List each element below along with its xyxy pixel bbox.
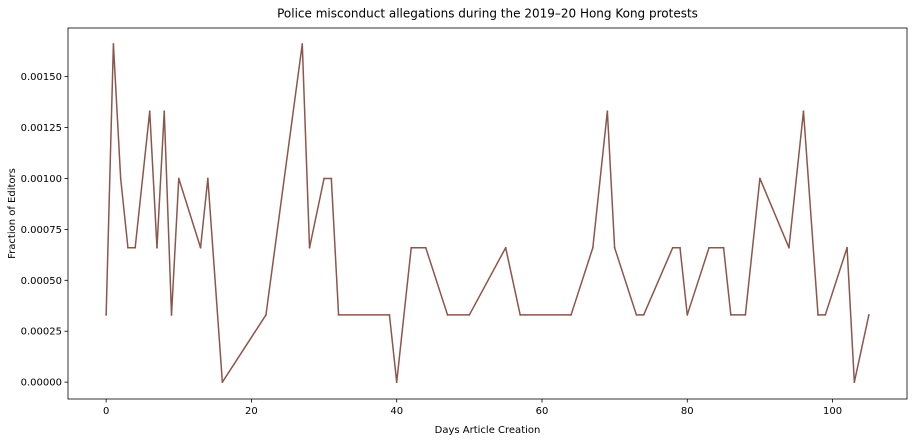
data-point — [323, 177, 325, 180]
data-point — [410, 246, 413, 249]
chart-title: Police misconduct allegations during the… — [277, 7, 698, 21]
data-point — [671, 246, 674, 249]
data-point — [170, 314, 173, 316]
data-point — [206, 177, 209, 180]
data-point — [504, 246, 507, 249]
data-point — [519, 314, 522, 316]
y-tick-label: 0.00000 — [21, 378, 62, 389]
data-point — [679, 246, 681, 249]
data-point — [802, 110, 805, 113]
data-point — [105, 314, 108, 316]
y-tick-label: 0.00025 — [21, 327, 62, 338]
axes-frame — [67, 27, 908, 400]
x-tick-label: 60 — [536, 406, 549, 417]
y-tick-label: 0.00050 — [21, 276, 62, 287]
data-point — [446, 314, 449, 316]
data-point — [570, 314, 572, 316]
x-axis-label: Days Article Creation — [435, 425, 541, 436]
data-point — [308, 246, 311, 249]
data-point — [824, 314, 827, 316]
data-point — [221, 381, 224, 384]
data-point — [606, 110, 609, 113]
data-point — [395, 381, 398, 384]
x-tick-label: 40 — [390, 406, 403, 417]
y-tick-label: 0.00150 — [21, 72, 62, 83]
data-point — [759, 177, 761, 180]
data-point — [729, 314, 732, 316]
x-axis-ticks: 0 20 40 60 80 100 — [103, 399, 842, 417]
data-point — [788, 246, 790, 249]
data-point — [817, 314, 819, 316]
data-point — [148, 110, 151, 113]
data-point — [686, 314, 689, 316]
data-point — [591, 246, 594, 249]
data-point — [853, 381, 856, 384]
data-point — [156, 246, 158, 249]
x-tick-label: 80 — [681, 406, 694, 417]
y-tick-label: 0.00100 — [21, 174, 62, 185]
data-point — [388, 314, 391, 316]
x-tick-label: 20 — [245, 406, 258, 417]
data-point — [708, 246, 710, 249]
data-point — [424, 246, 427, 249]
x-tick-label: 0 — [103, 406, 109, 417]
data-point — [177, 177, 180, 180]
data-point — [867, 314, 870, 316]
data-point — [163, 110, 166, 113]
data-point — [199, 246, 202, 249]
data-point — [468, 314, 471, 316]
data-point — [265, 314, 267, 316]
data-point — [119, 177, 122, 180]
y-tick-label: 0.00075 — [21, 225, 62, 236]
data-point — [642, 314, 645, 316]
series-line — [105, 43, 870, 383]
data-point — [337, 314, 340, 316]
data-point — [635, 314, 638, 316]
data-point — [744, 314, 747, 316]
data-point — [134, 246, 137, 249]
data-point — [330, 177, 333, 180]
y-tick-label: 0.00125 — [21, 123, 62, 134]
data-point — [846, 246, 848, 249]
plot-area — [105, 43, 870, 384]
data-point — [613, 246, 616, 249]
data-point — [722, 246, 725, 249]
data-point — [112, 43, 115, 45]
data-point — [301, 43, 304, 45]
data-point — [127, 246, 129, 249]
y-axis-ticks: 0.00000 0.00025 0.00050 0.00075 0.00100 0.001… — [21, 72, 68, 389]
x-tick-label: 100 — [823, 406, 842, 417]
y-axis-label: Fraction of Editors — [7, 168, 18, 259]
